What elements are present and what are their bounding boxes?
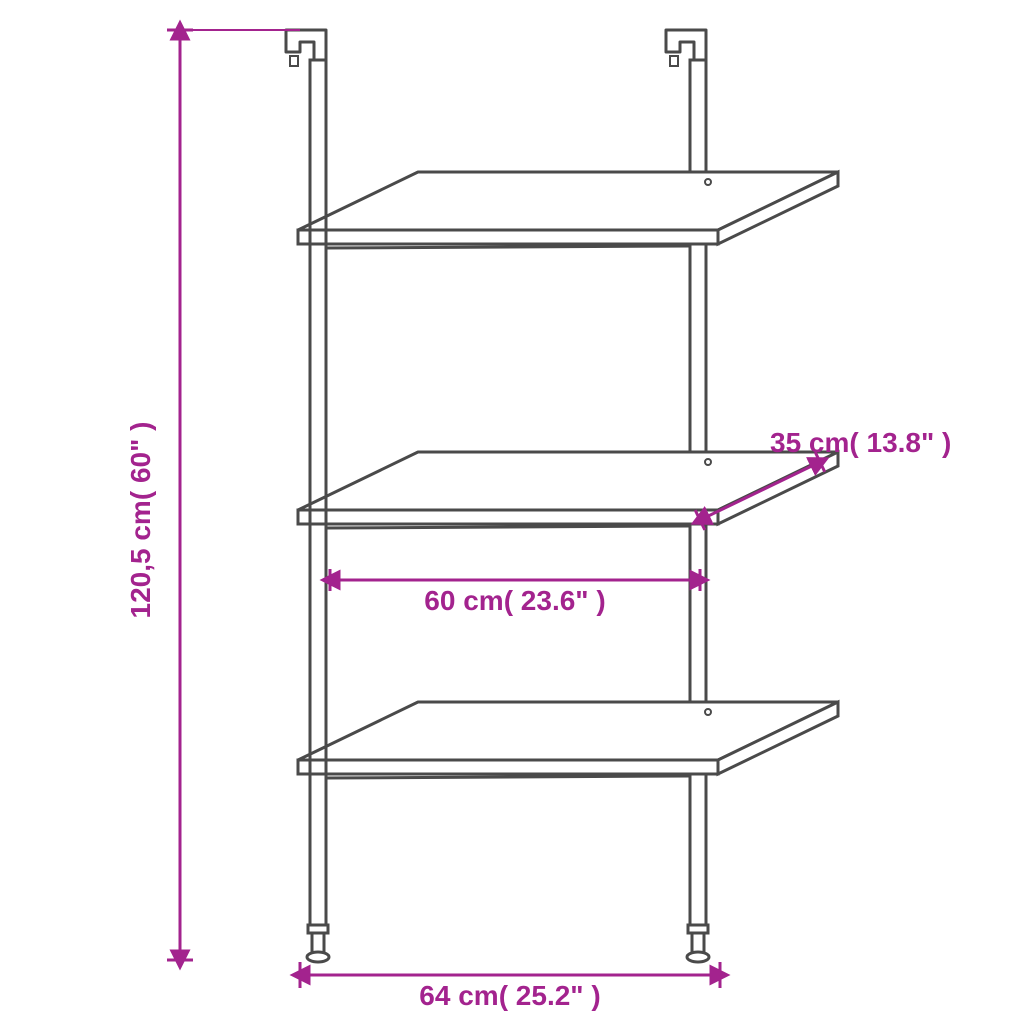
- dim-shelf-depth-label: 35 cm( 13.8" ): [770, 427, 951, 458]
- dim-shelf-width-label: 60 cm( 23.6" ): [424, 585, 605, 616]
- dim-height-label: 120,5 cm( 60" ): [125, 422, 156, 619]
- dim-width-label: 64 cm( 25.2" ): [419, 980, 600, 1011]
